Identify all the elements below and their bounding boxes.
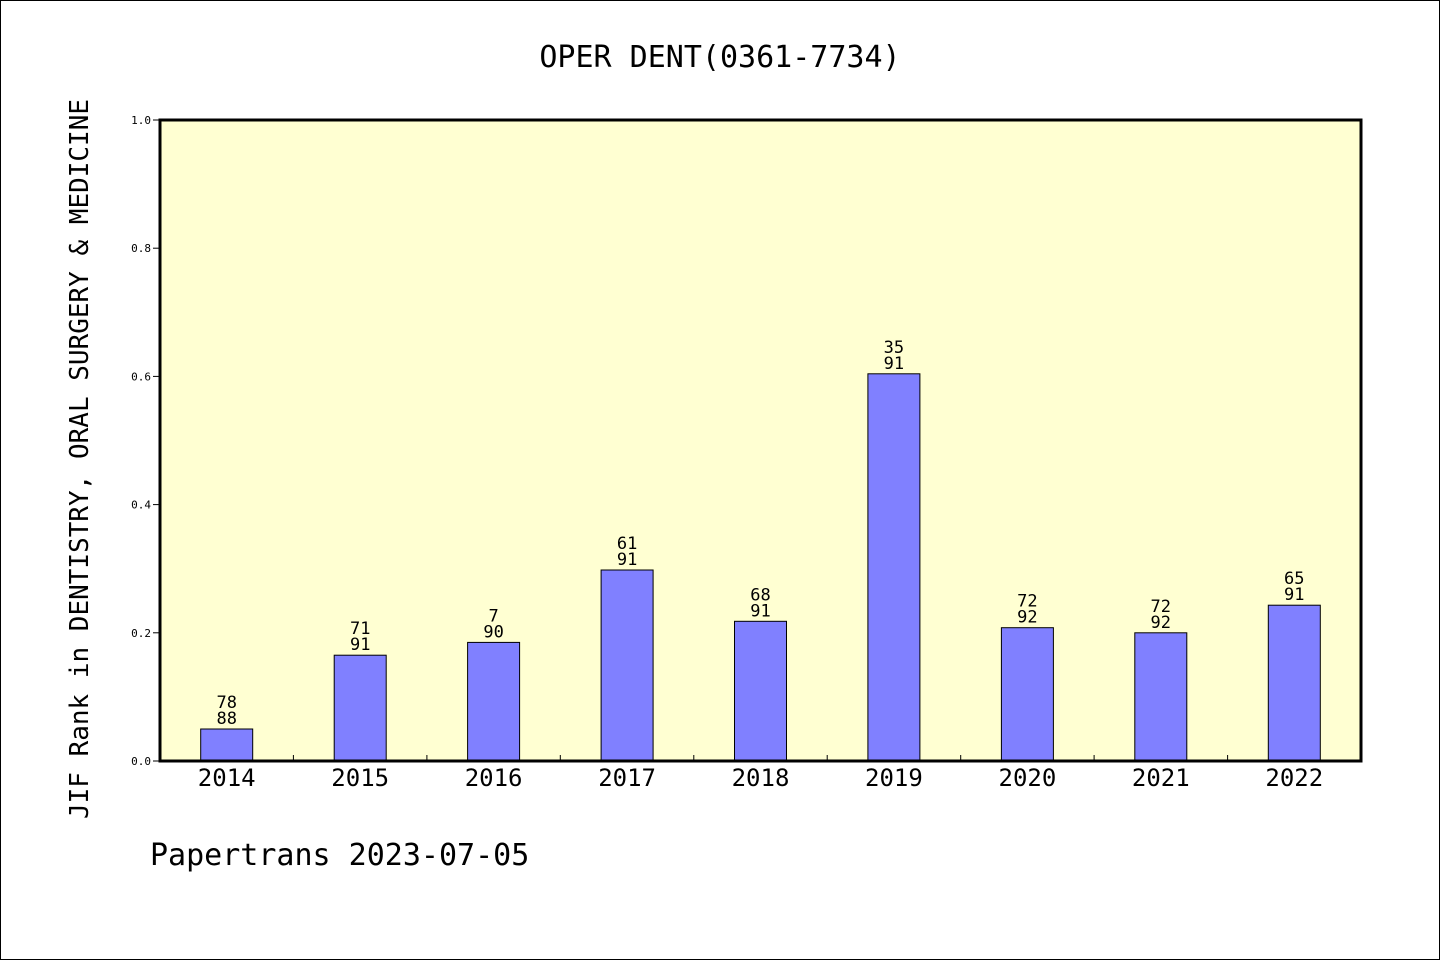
y-tick-label: 0.8 [131, 242, 151, 255]
x-tick-label: 2018 [732, 764, 790, 792]
chart-title: OPER DENT(0361-7734) [539, 40, 900, 75]
y-tick-label: 0.4 [131, 499, 151, 512]
y-tick-label: 0.0 [131, 755, 151, 768]
x-tick-label: 2019 [865, 764, 923, 792]
bar-2022 [1267, 604, 1321, 762]
y-tick-label: 0.2 [131, 627, 151, 640]
plot-border [158, 118, 1363, 763]
bar-total-label: 90 [483, 622, 503, 642]
x-tick-label: 2015 [331, 764, 389, 792]
bar-rank-label: 78 [216, 693, 236, 713]
bar-2015 [333, 654, 387, 762]
y-axis-ticks: 0.0 0.2 0.4 0.6 0.8 1.0 [131, 114, 160, 768]
bars-group [200, 373, 1321, 762]
y-tick-label: 1.0 [131, 114, 151, 127]
x-tick-label: 2022 [1265, 764, 1323, 792]
bar-rank-label: 71 [350, 619, 370, 639]
footer-credit: Papertrans 2023-07-05 [150, 838, 529, 873]
bar-total-label: 91 [884, 354, 904, 374]
bar-total-label: 91 [1284, 585, 1304, 605]
x-tick-label: 2020 [999, 764, 1057, 792]
bar-rank-label: 35 [884, 338, 904, 358]
bar-rank-label: 72 [1017, 592, 1037, 612]
bar-2014 [200, 728, 254, 762]
x-tick-label: 2014 [198, 764, 256, 792]
bar-rank-label: 7 [488, 606, 498, 626]
bar-2018 [734, 620, 787, 762]
x-tick-label: 2021 [1132, 764, 1190, 792]
bar-total-label: 91 [617, 550, 637, 570]
bar-2019 [867, 373, 921, 762]
bar-2016 [467, 641, 521, 762]
bar-total-label: 88 [216, 709, 236, 729]
bar-2021 [1134, 632, 1188, 762]
x-tick-label: 2016 [465, 764, 523, 792]
y-axis-label: JIF Rank in DENTISTRY, ORAL SURGERY & ME… [65, 99, 95, 819]
bar-total-label: 91 [350, 635, 370, 655]
bar-total-label: 91 [750, 601, 770, 621]
bar-total-label: 92 [1017, 608, 1037, 628]
bar-rank-label: 68 [750, 585, 770, 605]
y-tick-label: 0.6 [131, 370, 151, 383]
bar-rank-label: 65 [1284, 569, 1304, 589]
bar-rank-label: 72 [1151, 597, 1171, 617]
x-axis-ticks: 2014 2015 2016 2017 2018 2019 2020 2021 2022 [198, 755, 1323, 792]
bar-rank-label: 61 [617, 534, 637, 554]
bar-2017 [600, 569, 654, 762]
bar-total-label: 92 [1151, 613, 1171, 633]
bar-2020 [1000, 627, 1054, 762]
x-tick-label: 2017 [598, 764, 656, 792]
